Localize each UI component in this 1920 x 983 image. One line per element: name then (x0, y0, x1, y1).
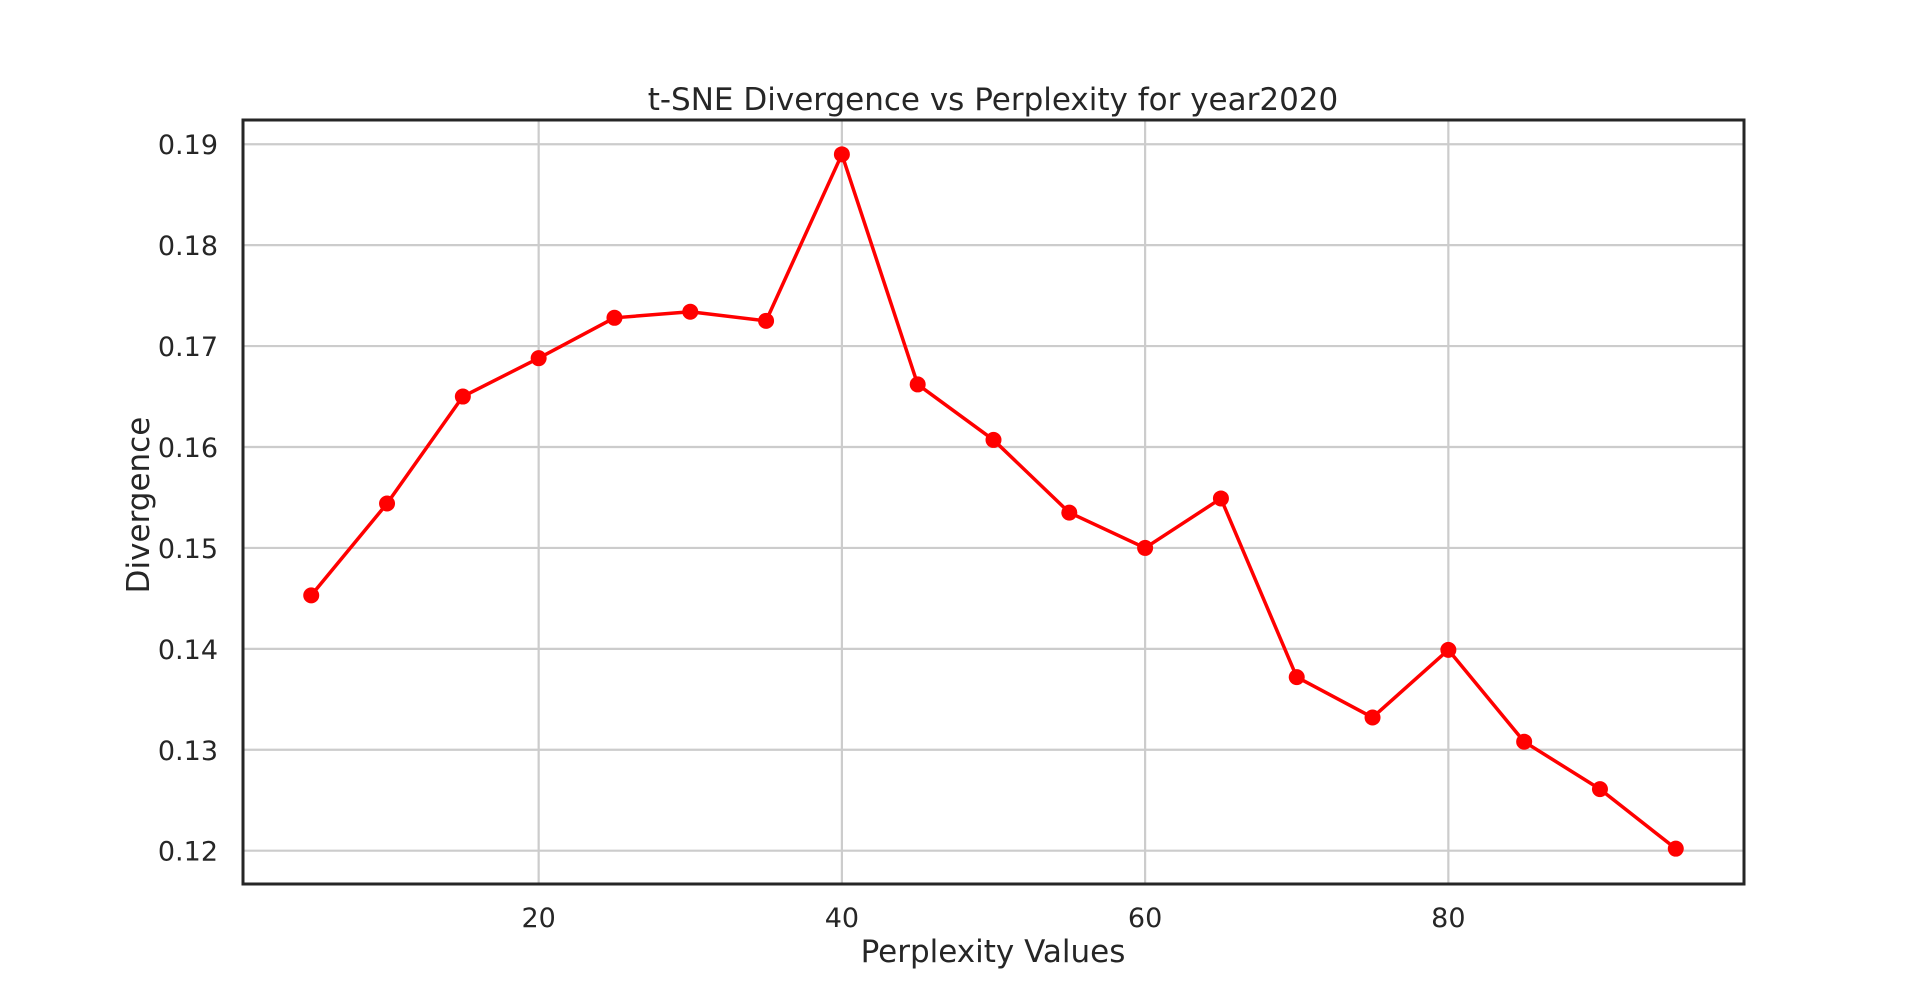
series-line-0 (309, 152, 1678, 851)
y-tick-label-0-14: 0.14 (158, 635, 218, 666)
data-point-35 (758, 312, 775, 329)
data-point-95 (1667, 840, 1684, 857)
data-point-90 (1591, 781, 1608, 798)
axis-ticks: 20 40 60 80 0.12 0.13 0.14 0.15 0.16 0.17 0.18 0.19 (158, 130, 1466, 934)
data-point-45 (909, 376, 926, 393)
data-point-65 (1212, 490, 1229, 507)
grid-lines (243, 120, 1744, 884)
data-point-10 (379, 495, 396, 512)
x-tick-label-60: 60 (1128, 903, 1162, 934)
y-tick-label-0-17: 0.17 (158, 332, 218, 363)
data-point-30 (682, 303, 699, 320)
data-point-60 (1137, 539, 1154, 556)
data-point-15 (454, 388, 471, 405)
y-tick-label-0-12: 0.12 (158, 837, 218, 868)
data-point-85 (1516, 733, 1533, 750)
y-tick-label-0-13: 0.13 (158, 736, 218, 767)
data-point-80 (1440, 641, 1457, 658)
x-tick-label-20: 20 (521, 903, 555, 934)
data-point-40 (833, 146, 850, 163)
x-axis-label: Perplexity Values (861, 934, 1126, 970)
data-point-55 (1061, 504, 1078, 521)
data-point-50 (985, 431, 1002, 448)
x-tick-label-80: 80 (1431, 903, 1465, 934)
plot-area-frame (241, 118, 1746, 886)
data-series (309, 152, 1678, 851)
y-tick-label-0-18: 0.18 (158, 231, 218, 262)
data-point-25 (606, 309, 623, 326)
data-point-20 (530, 350, 547, 367)
y-tick-label-0-19: 0.19 (158, 130, 218, 161)
y-tick-label-0-15: 0.15 (158, 534, 218, 565)
chart-title: t-SNE Divergence vs Perplexity for year2… (648, 82, 1339, 118)
data-markers (303, 146, 1684, 857)
data-point-70 (1288, 669, 1305, 686)
y-axis-label: Divergence (121, 417, 157, 594)
data-point-75 (1364, 709, 1381, 726)
y-tick-label-0-16: 0.16 (158, 433, 218, 464)
data-point-5 (303, 587, 320, 604)
x-tick-label-40: 40 (825, 903, 859, 934)
